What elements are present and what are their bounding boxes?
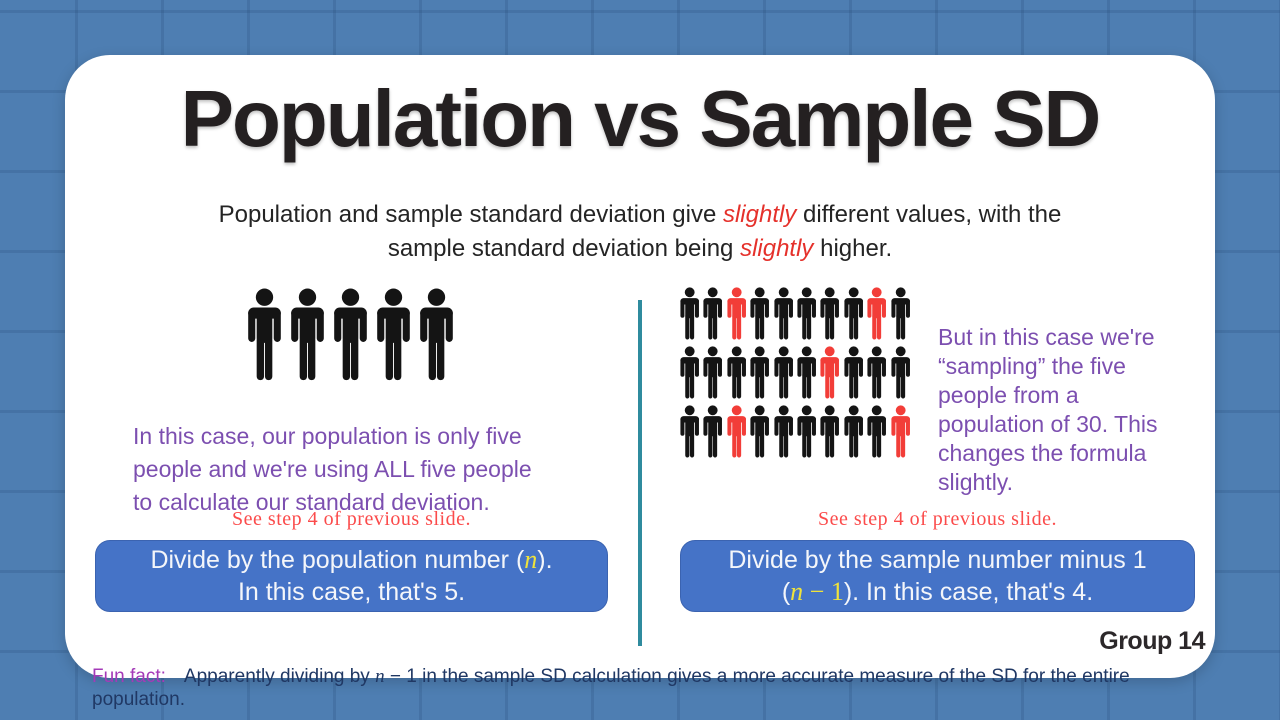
person-icon: [867, 405, 887, 458]
person-icon: [890, 287, 910, 340]
person-icon: [291, 288, 324, 381]
population-divide-box-line-1: Divide by the population number (n).: [150, 545, 553, 574]
person-icon: [750, 405, 770, 458]
sample-icons-row: [678, 405, 912, 458]
sample-divide-box-line-1: Divide by the sample number minus 1: [728, 546, 1147, 574]
person-icon: [727, 405, 746, 458]
page-title: Population vs Sample SD: [180, 74, 1102, 163]
person-icon: [680, 405, 699, 458]
population-note: See step 4 of previous slide.: [232, 508, 471, 530]
sample-note: See step 4 of previous slide.: [818, 508, 1057, 530]
population-icons-row: [244, 287, 457, 382]
sample-icons-row: [678, 346, 912, 399]
sample-icons-grid: [678, 287, 912, 458]
population-divide-box: Divide by the population number (n). In …: [95, 540, 608, 612]
person-icon: [773, 346, 793, 399]
fun-fact-label: Fun fact:: [92, 666, 166, 687]
person-icon: [890, 346, 910, 399]
emphasis-slightly: slightly: [740, 235, 814, 262]
population-description: In this case, our population is only fiv…: [133, 423, 532, 515]
person-icon: [867, 287, 887, 340]
person-icon: [703, 405, 723, 458]
sample-description: But in this case we're “sampling” the fiv…: [938, 324, 1158, 495]
person-icon: [844, 346, 863, 399]
person-icon: [844, 287, 863, 340]
person-icon: [797, 405, 816, 458]
sample-divide-box-line-2: (n − 1). In this case, that's 4.: [781, 577, 1094, 606]
subtitle-line-2: sample standard deviation being slightly…: [387, 235, 893, 262]
section-divider: [638, 300, 642, 646]
person-icon: [750, 287, 770, 340]
person-icon: [727, 346, 746, 399]
fun-fact: Fun fact: Apparently dividing by n − 1 in…: [92, 665, 1202, 711]
slide-card: Population vs Sample SD Population and s…: [65, 55, 1215, 710]
person-icon: [680, 287, 699, 340]
person-icon: [890, 405, 910, 458]
person-icon: [820, 287, 840, 340]
person-icon: [703, 346, 723, 399]
group-label: Group 14: [1099, 627, 1205, 655]
person-icon: [797, 287, 816, 340]
person-icon: [420, 288, 453, 381]
math-n: n: [375, 666, 385, 687]
sample-divide-box: Divide by the sample number minus 1 (n −…: [680, 540, 1195, 612]
person-icon: [248, 288, 281, 381]
person-icon: [867, 346, 887, 399]
emphasis-slightly: slightly: [722, 201, 797, 228]
person-icon: [680, 346, 699, 399]
person-icon: [844, 405, 863, 458]
person-icon: [820, 346, 840, 399]
fun-fact-text: Apparently dividing by n − 1 in the samp…: [92, 666, 1130, 710]
person-icon: [727, 287, 746, 340]
person-icon: [703, 287, 723, 340]
person-icon: [750, 346, 770, 399]
person-icon: [773, 287, 793, 340]
population-divide-box-line-2: In this case, that's 5.: [237, 578, 466, 606]
math-n: n: [524, 545, 538, 574]
subtitle: Population and sample standard deviation…: [65, 198, 1215, 266]
math-minus-one: − 1: [803, 577, 844, 606]
person-icon: [773, 405, 793, 458]
math-n: n: [790, 577, 804, 606]
person-icon: [797, 346, 816, 399]
sample-icons-row: [678, 287, 912, 340]
person-icon: [334, 288, 367, 381]
person-icon: [377, 288, 410, 381]
person-icon: [820, 405, 840, 458]
subtitle-line-1: Population and sample standard deviation…: [218, 201, 1062, 228]
